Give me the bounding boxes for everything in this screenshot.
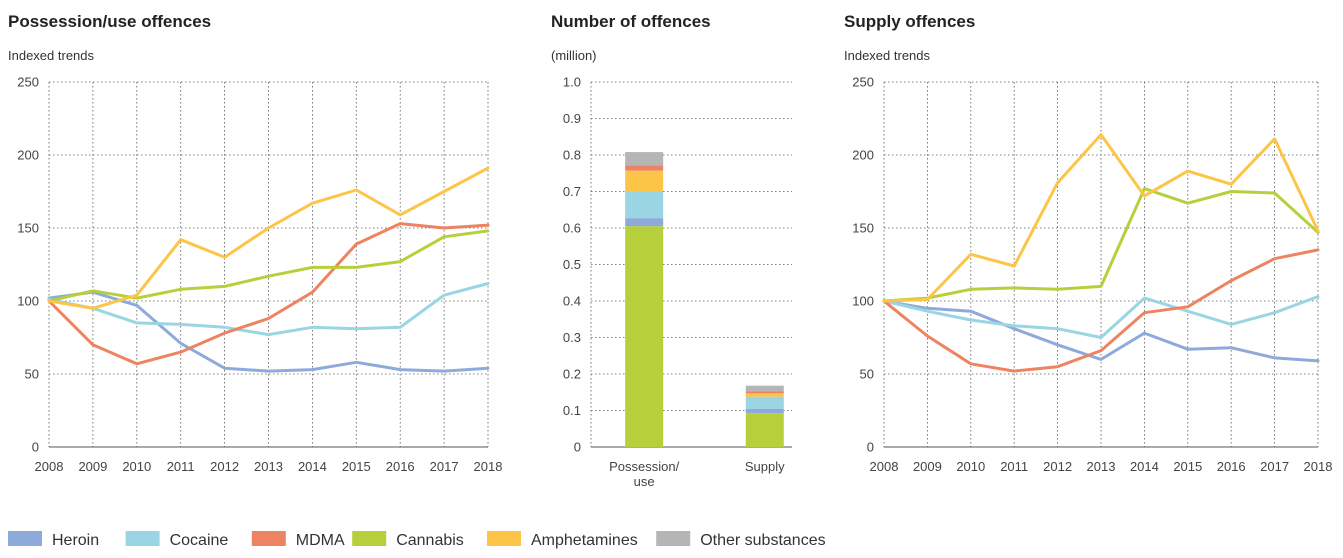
- y-tick-label: 0.3: [563, 330, 581, 345]
- bar-segment-heroin: [625, 218, 664, 227]
- x-tick-label: 2009: [913, 459, 942, 474]
- bar-segment-heroin: [745, 408, 784, 414]
- x-category-label: use: [634, 474, 655, 489]
- legend-label-amphetamines: Amphetamines: [531, 532, 638, 549]
- x-tick-label: 2008: [870, 459, 899, 474]
- supply-chart-subtitle: Indexed trends: [844, 48, 931, 63]
- number-chart-subtitle: (million): [551, 48, 597, 63]
- y-tick-label: 150: [17, 221, 39, 236]
- series-line-amphetamines: [47, 166, 490, 310]
- series-line-cocaine: [882, 295, 1320, 339]
- x-tick-label: 2010: [122, 459, 151, 474]
- x-tick-label: 2013: [1087, 459, 1116, 474]
- legend-label-cannabis: Cannabis: [396, 532, 464, 549]
- y-tick-label: 0.8: [563, 148, 581, 163]
- legend-swatch-heroin: [8, 531, 42, 546]
- x-tick-label: 2018: [1304, 459, 1333, 474]
- bar-segment-cocaine: [625, 191, 664, 219]
- x-tick-label: 2012: [1043, 459, 1072, 474]
- series-line-mdma: [882, 248, 1320, 373]
- y-tick-label: 250: [17, 75, 39, 90]
- series-line-heroin: [882, 299, 1320, 363]
- number-chart-title: Number of offences: [551, 12, 711, 31]
- legend-label-other-substances: Other substances: [700, 532, 825, 549]
- y-tick-label: 250: [852, 75, 874, 90]
- bar-segment-cannabis: [745, 413, 784, 447]
- legend-swatch-other-substances: [656, 531, 691, 546]
- legend-label-cocaine: Cocaine: [170, 532, 229, 549]
- x-tick-label: 2014: [1130, 459, 1159, 474]
- x-tick-label: 2018: [474, 459, 503, 474]
- bar-segment-mdma: [625, 165, 664, 171]
- bar-segment-cannabis: [625, 226, 664, 447]
- y-tick-label: 0.9: [563, 111, 581, 126]
- legend-swatch-cocaine: [125, 531, 160, 546]
- y-tick-label: 0.4: [563, 294, 581, 309]
- legend: Heroin Cocaine MDMA Cannabis Amphetamines Oth…: [8, 531, 826, 549]
- y-tick-label: 200: [17, 148, 39, 163]
- supply-chart: Supply offences Indexed trends 0 50 100 150…: [844, 12, 1332, 474]
- x-tick-label: 2015: [1173, 459, 1202, 474]
- series-line-cannabis: [882, 187, 1320, 303]
- x-tick-label: 2016: [386, 459, 415, 474]
- series-line-cannabis: [47, 229, 490, 303]
- y-tick-label: 0: [32, 440, 39, 455]
- y-tick-label: 1.0: [563, 75, 581, 90]
- series-line-amphetamines: [882, 133, 1320, 303]
- x-tick-label: 2011: [167, 459, 195, 474]
- x-category-label: Possession/: [609, 459, 679, 474]
- number-of-offences-chart: Number of offences (million) 0 0.1 0.2 0.3 0…: [551, 12, 792, 489]
- bar-segment-other-substances: [625, 152, 664, 166]
- possession-chart-subtitle: Indexed trends: [8, 48, 95, 63]
- y-tick-label: 50: [860, 367, 874, 382]
- x-tick-label: 2009: [78, 459, 107, 474]
- x-tick-label: 2012: [210, 459, 239, 474]
- x-category-label: Supply: [745, 459, 785, 474]
- x-tick-label: 2017: [430, 459, 459, 474]
- legend-label-mdma: MDMA: [296, 532, 345, 549]
- x-tick-label: 2016: [1217, 459, 1246, 474]
- y-tick-label: 100: [17, 294, 39, 309]
- y-tick-label: 0.2: [563, 367, 581, 382]
- x-tick-label: 2008: [35, 459, 64, 474]
- series-line-cocaine: [47, 282, 490, 337]
- possession-chart-title: Possession/use offences: [8, 12, 211, 31]
- y-tick-label: 0: [574, 440, 581, 455]
- bar-segment-mdma: [745, 391, 784, 394]
- bar-segment-other-substances: [745, 385, 784, 392]
- supply-chart-title: Supply offences: [844, 12, 975, 31]
- y-tick-label: 100: [852, 294, 874, 309]
- legend-swatch-mdma: [251, 531, 286, 546]
- x-tick-label: 2013: [254, 459, 283, 474]
- y-tick-label: 0: [867, 440, 874, 455]
- y-tick-label: 200: [852, 148, 874, 163]
- x-tick-label: 2017: [1260, 459, 1289, 474]
- bar-segment-cocaine: [745, 396, 784, 409]
- x-tick-label: 2011: [1000, 459, 1028, 474]
- x-tick-label: 2014: [298, 459, 327, 474]
- bar-segment-amphetamines: [625, 170, 664, 192]
- y-tick-label: 50: [25, 367, 39, 382]
- legend-label-heroin: Heroin: [52, 532, 99, 549]
- y-tick-label: 0.1: [563, 403, 581, 418]
- y-tick-label: 150: [852, 221, 874, 236]
- x-tick-label: 2010: [956, 459, 985, 474]
- legend-swatch-cannabis: [352, 531, 387, 546]
- y-tick-label: 0.7: [563, 184, 581, 199]
- y-tick-label: 0.5: [563, 257, 581, 272]
- series-line-mdma: [47, 222, 490, 366]
- bar-segment-amphetamines: [745, 393, 784, 397]
- possession-use-chart: Possession/use offences Indexed trends 0…: [8, 12, 502, 474]
- x-tick-label: 2015: [342, 459, 371, 474]
- legend-swatch-amphetamines: [487, 531, 521, 546]
- y-tick-label: 0.6: [563, 221, 581, 236]
